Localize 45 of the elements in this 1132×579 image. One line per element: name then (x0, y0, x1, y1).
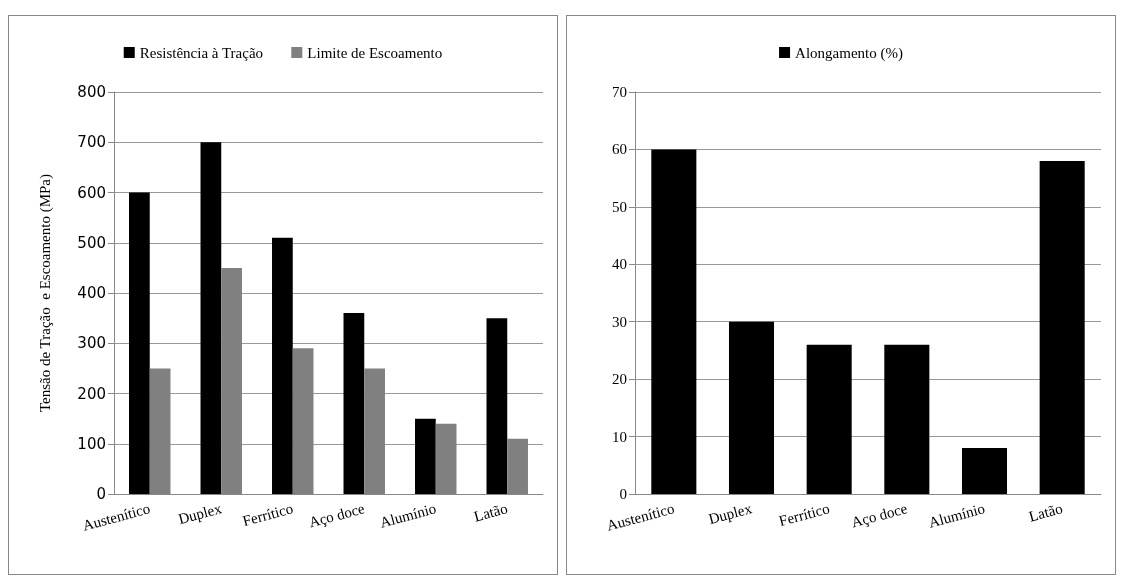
x-tick-label: Alumínio (378, 500, 438, 531)
y-tick-label: 0 (619, 486, 627, 502)
bar (728, 321, 775, 494)
y-tick-label: 70 (612, 84, 627, 100)
legend-label: Resistência à Tração (139, 44, 264, 61)
bar (272, 237, 293, 494)
y-tick-label: 30 (612, 313, 627, 330)
y-tick-label: 0 (96, 485, 106, 503)
y-tick-label: 20 (612, 371, 627, 388)
legend-label: Limite de Escoamento (307, 44, 443, 61)
x-tick-label: Aço doce (849, 500, 910, 531)
y-tick-label: 10 (612, 428, 627, 445)
y-tick-label: 300 (77, 334, 106, 353)
y-tick-label: 500 (77, 233, 106, 252)
x-tick-label: Austenítico (80, 500, 152, 534)
bar (806, 344, 852, 494)
y-tick-label: 100 (77, 434, 106, 453)
bar (651, 149, 697, 494)
x-tick-label: Ferrítico (777, 500, 832, 530)
x-tick-label: Aço doce (307, 500, 367, 531)
bar (1039, 160, 1085, 494)
x-tick-label: Latão (1027, 500, 1065, 525)
x-tick-label: Austenítico (604, 500, 676, 534)
y-tick-label: 60 (612, 141, 627, 158)
bar (129, 192, 150, 494)
bar (884, 344, 930, 494)
bar (486, 318, 508, 494)
bar (961, 448, 1008, 494)
x-tick-label: Alumínio (926, 500, 987, 531)
y-tick-label: 400 (77, 284, 106, 302)
x-tick-label: Duplex (176, 500, 224, 528)
bar (415, 418, 436, 494)
bar (343, 313, 365, 494)
y-tick-label: 40 (612, 256, 627, 273)
bar (200, 142, 222, 494)
y-tick-label: 200 (77, 384, 106, 403)
y-axis-title: Tensão de Tração e Escoamento (MPa) (36, 173, 54, 413)
x-tick-label: Duplex (706, 500, 755, 528)
x-tick-label: Latão (472, 500, 510, 525)
y-tick-label: 700 (77, 133, 106, 152)
x-tick-label: Ferrítico (240, 500, 295, 530)
y-tick-label: 50 (612, 198, 627, 215)
y-tick-label: 600 (77, 183, 106, 202)
legend-label: Alongamento (%) (795, 44, 903, 62)
y-tick-label: 800 (77, 83, 106, 101)
